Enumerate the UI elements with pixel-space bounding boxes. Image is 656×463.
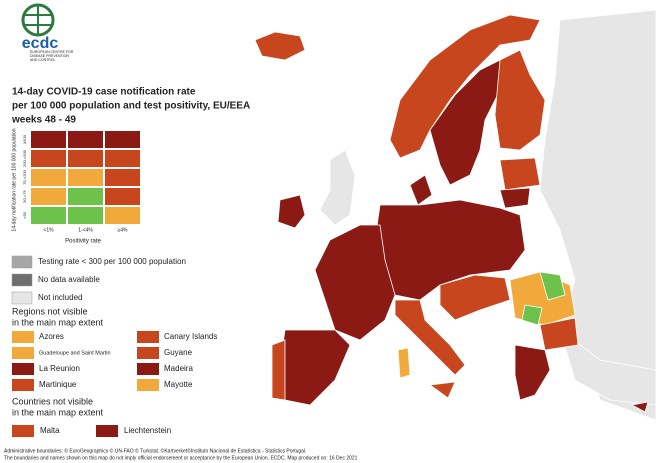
matrix-cell (105, 188, 140, 205)
france-benelux (314, 224, 396, 341)
matrix-cell (31, 131, 66, 148)
logo-grid (25, 5, 51, 35)
footer-line: The boundaries and names shown on this m… (4, 455, 358, 461)
bulgaria (539, 317, 579, 351)
section-heading: Regions not visible (12, 306, 88, 316)
country-swatch (96, 425, 118, 437)
romania-green (539, 271, 566, 301)
title-line: weeks 48 - 49 (11, 115, 76, 126)
region-swatch (12, 379, 34, 391)
matrix-x-label: Positivity rate (65, 239, 101, 245)
matrix-cell (31, 188, 66, 205)
portugal (271, 339, 286, 401)
hungary-croatia (439, 274, 511, 321)
italy (394, 299, 466, 376)
legend-swatch (11, 273, 33, 287)
region-label: Madeira (164, 364, 193, 373)
matrix-cell (105, 207, 140, 224)
footer-line: Administrative boundaries: © EuroGeograp… (4, 447, 306, 454)
matrix-cell (105, 131, 140, 148)
matrix-row-label: ≥500 (22, 134, 27, 144)
logo: ecdc (21, 3, 59, 52)
sardinia (397, 347, 411, 379)
country-swatch (12, 425, 34, 437)
matrix-row-label: 50-<75 (22, 189, 27, 202)
matrix-col-label: 1-<4% (78, 227, 93, 233)
region-label: Martinique (39, 380, 77, 389)
matrix-cell (68, 169, 103, 186)
matrix-cell (105, 169, 140, 186)
region-swatch (137, 379, 159, 391)
title-line: 14-day COVID-19 case notification rate (12, 87, 196, 98)
matrix-y-label: 14-day notification rate per 100 000 pop… (11, 128, 17, 231)
matrix-cell (68, 207, 103, 224)
legend-label: No data available (38, 275, 100, 284)
cyprus (630, 401, 649, 413)
matrix-row-label: <50 (22, 211, 27, 219)
norway (389, 14, 541, 159)
section-heading: in the main map extent (12, 317, 104, 327)
finland (494, 49, 546, 151)
non-eu-land (319, 149, 356, 226)
matrix-cell (68, 131, 103, 148)
matrix-col-label: ≥4% (118, 227, 129, 233)
legend-label: Not included (38, 293, 82, 302)
legend-swatch (11, 255, 33, 269)
region-label: Mayotte (164, 380, 193, 389)
section-heading: Countries not visible (12, 396, 93, 406)
title-line: per 100 000 population and test positivi… (12, 101, 250, 112)
region-label: Guadeloupe and Saint Martin (39, 350, 111, 356)
map (254, 9, 656, 421)
non-eu-land (559, 328, 656, 406)
region-label: Guyane (164, 348, 193, 357)
matrix-cell (68, 188, 103, 205)
iceland (254, 31, 306, 61)
region-swatch (137, 331, 159, 343)
matrix-cell (68, 150, 103, 167)
region-label: Azores (39, 332, 64, 341)
region-swatch (12, 347, 34, 359)
romania-green (521, 304, 543, 326)
denmark (409, 174, 433, 206)
matrix-col-label: <1% (43, 227, 54, 233)
section-heading: in the main map extent (12, 407, 104, 417)
logo-subtitle: DISEASE PREVENTION (30, 54, 69, 58)
sicily (428, 381, 456, 399)
estonia-latvia (499, 157, 541, 191)
matrix-row-label: 75-<200 (22, 169, 27, 185)
logo-subtitle: AND CONTROL (30, 58, 56, 62)
matrix-cell (105, 150, 140, 167)
logo-text: ecdc (22, 35, 59, 52)
greece (514, 344, 551, 401)
country-label: Malta (40, 426, 60, 435)
matrix-cell (31, 207, 66, 224)
legend-label: Testing rate < 300 per 100 000 populatio… (38, 257, 186, 266)
legend-swatch (11, 291, 33, 305)
region-label: Canary Islands (164, 332, 217, 341)
region-swatch (12, 331, 34, 343)
logo-subtitle: EUROPEAN CENTRE FOR (30, 50, 74, 54)
spain (279, 329, 351, 406)
region-swatch (137, 363, 159, 375)
region-label: La Reunion (39, 364, 80, 373)
sweden (429, 59, 501, 186)
lithuania (499, 187, 531, 209)
ireland (277, 194, 306, 229)
country-label: Liechtenstein (124, 426, 171, 435)
region-swatch (12, 363, 34, 375)
matrix-row-label: 200-<500 (22, 149, 27, 167)
region-swatch (137, 347, 159, 359)
matrix-cell (31, 169, 66, 186)
matrix-cell (31, 150, 66, 167)
